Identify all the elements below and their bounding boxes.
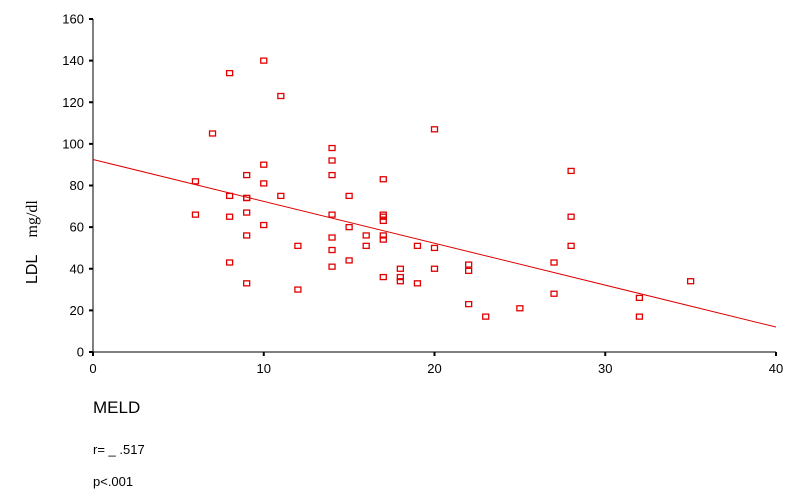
data-point: [379, 232, 387, 239]
data-point: [191, 211, 200, 218]
data-point: [294, 242, 302, 250]
y-tick-label: 0: [77, 345, 84, 360]
data-point: [567, 167, 575, 175]
data-point: [379, 236, 387, 243]
y-tick-label: 60: [70, 220, 84, 235]
tick-group: 0 20 40 60 80 100 120 140 160 0 10 20 30 40: [62, 12, 783, 377]
data-point: [277, 92, 285, 100]
data-point: [225, 69, 234, 77]
x-tick-label: 20: [427, 361, 441, 376]
y-axis-title: LDL mg/dl: [24, 200, 42, 284]
data-point: [362, 232, 370, 239]
data-point: [464, 300, 473, 308]
data-point: [396, 278, 405, 285]
data-point: [550, 259, 558, 266]
data-point: [379, 273, 387, 281]
y-tick-label: 120: [62, 95, 84, 110]
data-point: [294, 286, 302, 293]
y-tick-label: 160: [62, 12, 84, 27]
data-point: [260, 161, 268, 168]
data-point: [396, 265, 405, 272]
data-point: [482, 313, 490, 320]
data-point: [550, 290, 558, 297]
plot-area: [92, 57, 777, 328]
x-axis-title: MELD: [93, 398, 141, 417]
data-point: [379, 213, 387, 220]
data-point: [277, 192, 285, 200]
data-point: [328, 211, 336, 218]
data-point: [243, 194, 251, 202]
x-tick-label: 0: [89, 361, 96, 376]
data-point: [379, 176, 387, 183]
data-point: [379, 217, 387, 225]
data-point: [345, 192, 353, 200]
y-tick-label: 20: [70, 303, 84, 318]
data-point: [413, 280, 422, 287]
data-point: [430, 126, 439, 133]
data-point: [328, 234, 336, 241]
y-axis-unit: mg/dl: [24, 200, 41, 238]
x-tick-label: 40: [769, 361, 783, 376]
data-point: [328, 144, 336, 152]
scatter-chart: 0 20 40 60 80 100 120 140 160 0 10 20 30 40: [62, 12, 783, 377]
y-tick-label: 80: [70, 178, 84, 193]
y-tick-label: 40: [70, 261, 84, 276]
data-point: [191, 178, 200, 185]
p-value-annotation: p<.001: [93, 474, 134, 489]
data-point: [328, 246, 336, 254]
data-point: [516, 305, 524, 312]
data-point: [243, 280, 251, 287]
data-point: [635, 294, 644, 302]
data-point: [430, 265, 439, 272]
data-point: [328, 263, 336, 270]
data-point: [260, 180, 268, 187]
regression-line: [92, 158, 777, 328]
data-point: [396, 273, 405, 281]
y-tick-label: 140: [62, 53, 84, 68]
data-point: [464, 261, 473, 268]
data-point: [260, 57, 268, 64]
data-point: [225, 192, 234, 200]
data-point: [362, 242, 370, 250]
data-point: [567, 242, 575, 250]
correlation-annotation: r= _ .517: [93, 442, 145, 457]
data-point: [225, 259, 234, 266]
data-point: [260, 221, 268, 229]
data-point: [243, 209, 251, 216]
data-point: [243, 171, 251, 179]
data-point: [464, 267, 473, 274]
data-point: [225, 213, 234, 220]
data-point: [413, 242, 422, 250]
data-point: [345, 223, 353, 231]
data-point: [345, 257, 353, 264]
data-point: [430, 244, 439, 252]
y-axis-label: LDL: [24, 255, 41, 284]
data-point: [328, 171, 336, 179]
data-point: [208, 130, 217, 137]
x-tick-label: 10: [257, 361, 271, 376]
x-tick-label: 30: [598, 361, 612, 376]
data-point: [567, 213, 575, 220]
data-point: [328, 157, 336, 164]
data-point: [243, 232, 251, 239]
data-point: [686, 278, 695, 285]
data-point: [635, 313, 644, 320]
y-tick-label: 100: [62, 136, 84, 151]
